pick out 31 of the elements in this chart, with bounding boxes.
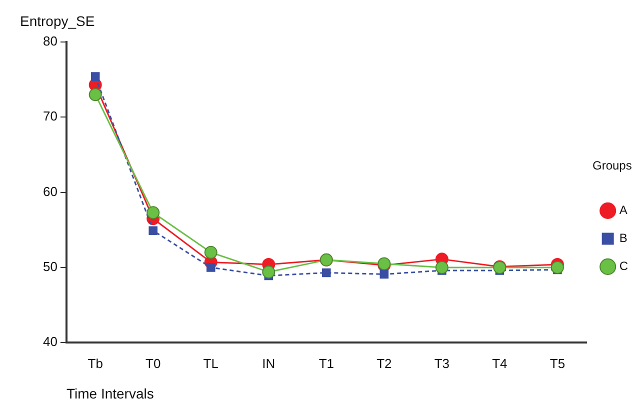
point: [380, 270, 389, 279]
point: [146, 206, 160, 220]
point: [322, 268, 331, 278]
y-tick-label: 70: [42, 108, 58, 124]
y-tick-label: 50: [42, 259, 58, 274]
point: [262, 265, 276, 278]
y-tick-label: 80: [42, 34, 58, 49]
point: [90, 72, 100, 81]
y-tick-label: 40: [42, 334, 58, 350]
legend-title: Groups: [592, 158, 632, 173]
point: [148, 226, 158, 236]
x-tick-label: T1: [318, 356, 334, 371]
legend-label: B: [619, 231, 628, 246]
x-tick-label: T5: [550, 356, 566, 371]
point: [204, 246, 218, 259]
point: [88, 88, 102, 102]
y-axis-title: Entropy_SE: [20, 12, 95, 29]
x-tick-label: T3: [434, 356, 450, 371]
x-tick-label: T4: [492, 356, 508, 371]
x-axis-title: Time Intervals: [66, 385, 154, 402]
x-tick-label: TL: [203, 356, 218, 371]
x-tick-label: T0: [146, 356, 161, 371]
x-tick-label: Tb: [88, 356, 103, 371]
y-tick-label: 60: [42, 184, 58, 199]
legend-label: C: [619, 259, 628, 274]
x-tick-label: IN: [262, 356, 276, 371]
x-tick-label: T2: [376, 356, 392, 371]
point: [435, 260, 448, 274]
point: [206, 263, 216, 272]
legend-label: A: [619, 203, 628, 218]
point: [550, 260, 564, 274]
